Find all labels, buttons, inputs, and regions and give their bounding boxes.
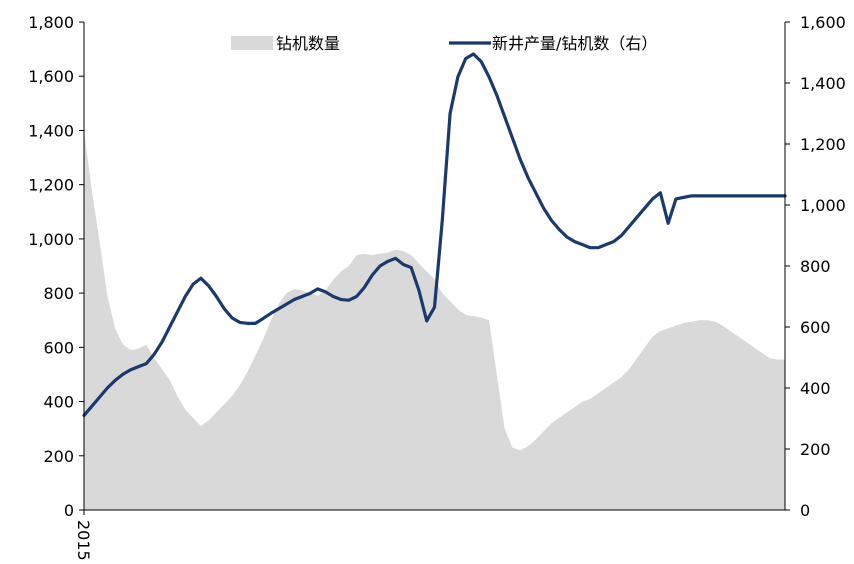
left-tick-label: 600 bbox=[43, 338, 74, 357]
left-tick-label: 1,800 bbox=[28, 13, 74, 32]
right-tick-label: 600 bbox=[800, 318, 831, 337]
right-tick-label: 1,200 bbox=[800, 135, 846, 154]
legend-line-label: 新井产量/钻机数（右） bbox=[492, 34, 657, 53]
left-tick-label: 0 bbox=[64, 501, 74, 520]
left-tick-label: 200 bbox=[43, 447, 74, 466]
right-y-ticks: 0 200 400 600 800 1,000 1,200 1,400 1,600 bbox=[785, 13, 846, 520]
right-tick-label: 1,600 bbox=[800, 13, 846, 32]
left-tick-label: 800 bbox=[43, 284, 74, 303]
rig-count-area bbox=[84, 130, 785, 510]
left-tick-label: 1,200 bbox=[28, 176, 74, 195]
right-tick-label: 400 bbox=[800, 379, 831, 398]
legend-area-label: 钻机数量 bbox=[276, 34, 340, 53]
right-tick-label: 0 bbox=[800, 501, 810, 520]
new-well-production-per-rig-line bbox=[82, 52, 787, 418]
right-tick-label: 200 bbox=[800, 440, 831, 459]
left-tick-label: 400 bbox=[43, 393, 74, 412]
left-tick-label: 1,000 bbox=[28, 230, 74, 249]
legend-area-swatch bbox=[231, 36, 273, 50]
left-y-ticks: 0 200 400 600 800 1,000 1,200 1,400 1,600 1,800 bbox=[28, 13, 84, 520]
legend: 钻机数量 新井产量/钻机数（右） bbox=[231, 34, 657, 53]
left-tick-label: 1,400 bbox=[28, 121, 74, 140]
right-tick-label: 1,400 bbox=[800, 74, 846, 93]
x-ticks: 2015 bbox=[74, 510, 93, 561]
right-tick-label: 1,000 bbox=[800, 196, 846, 215]
right-tick-label: 800 bbox=[800, 257, 831, 276]
left-tick-label: 1,600 bbox=[28, 67, 74, 86]
area-layer bbox=[84, 130, 785, 510]
line-layer bbox=[82, 52, 787, 418]
x-tick-label: 2015 bbox=[74, 520, 93, 561]
